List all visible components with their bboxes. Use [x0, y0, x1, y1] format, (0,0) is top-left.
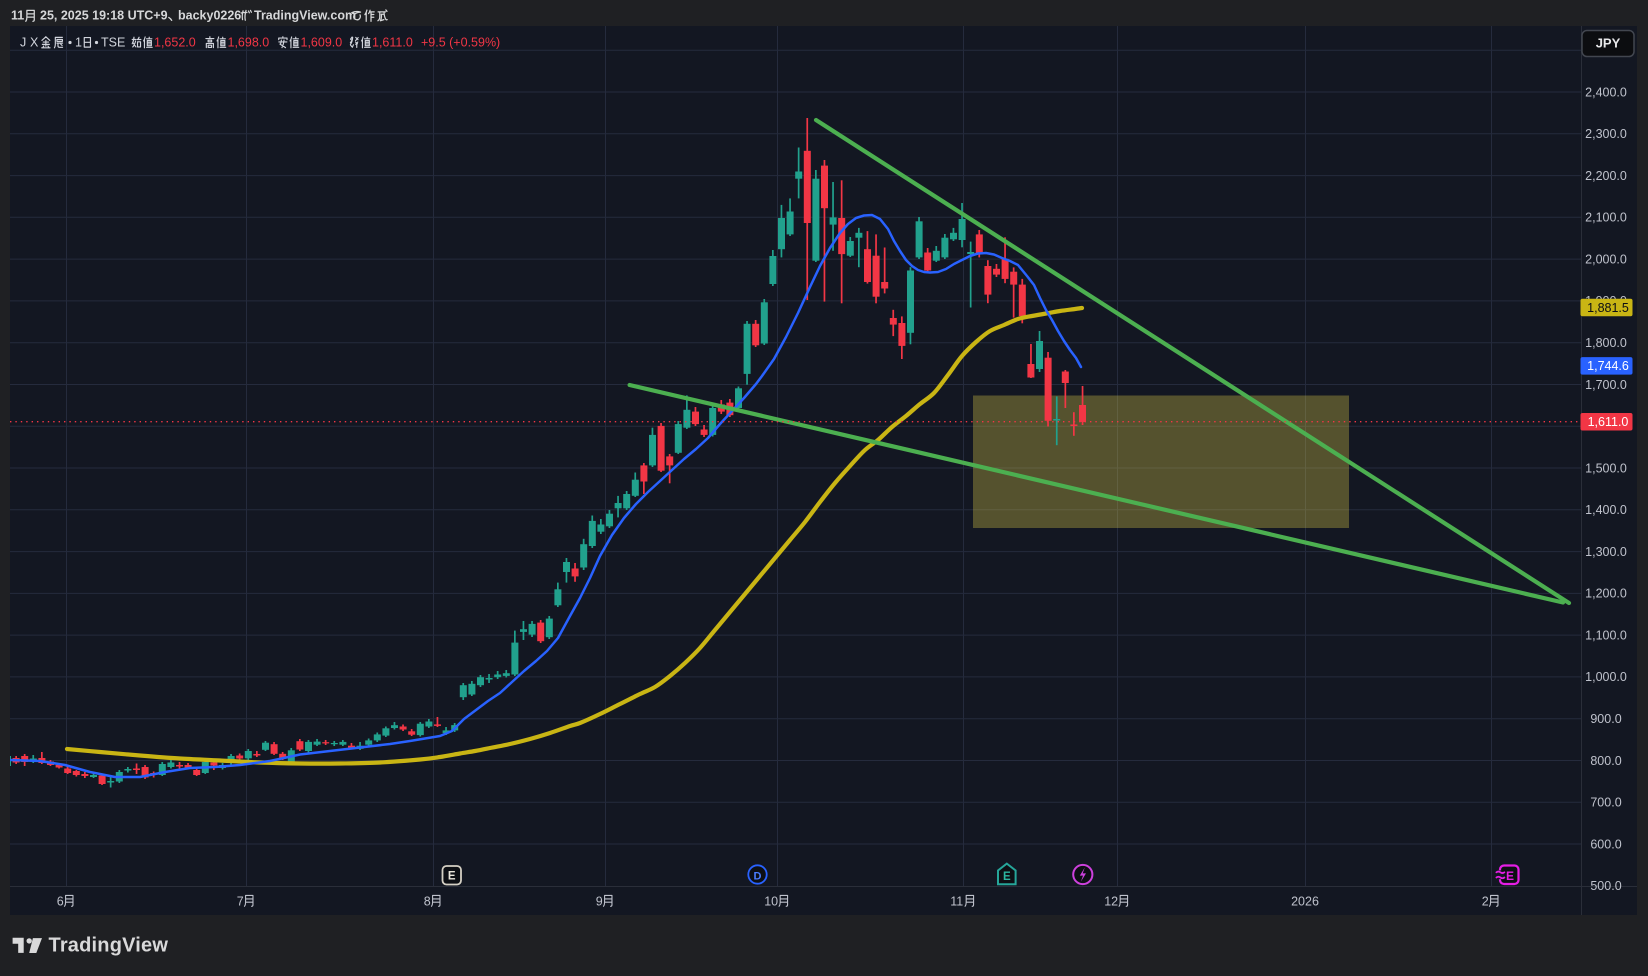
svg-text:800.0: 800.0: [1590, 754, 1621, 768]
svg-text:1,744.6: 1,744.6: [1587, 359, 1629, 373]
svg-text:X: X: [30, 36, 39, 50]
svg-text:E: E: [1003, 871, 1011, 883]
svg-text:12: 12: [1104, 895, 1118, 909]
svg-text:TSE: TSE: [101, 36, 125, 50]
svg-text:1,611.0: 1,611.0: [1588, 415, 1629, 429]
svg-text:1,611.0: 1,611.0: [372, 36, 413, 50]
svg-text:6: 6: [57, 895, 64, 909]
svg-text:2,100.0: 2,100.0: [1585, 211, 1627, 225]
svg-text:2,000.0: 2,000.0: [1585, 252, 1627, 266]
svg-text:TradingView: TradingView: [49, 935, 169, 957]
svg-text:backy0226: backy0226: [178, 9, 241, 23]
svg-text:JPY: JPY: [1596, 36, 1621, 51]
svg-text:2026: 2026: [1291, 895, 1319, 909]
svg-text:11: 11: [950, 895, 963, 909]
svg-text:1,881.5: 1,881.5: [1587, 301, 1629, 315]
svg-text:25, 2025 19:18 UTC+9: 25, 2025 19:18 UTC+9: [40, 9, 168, 23]
svg-text:+9.5 (+0.59%): +9.5 (+0.59%): [421, 36, 500, 50]
svg-text:J: J: [20, 36, 26, 50]
svg-text:2: 2: [1482, 895, 1489, 909]
svg-text:E: E: [1506, 869, 1514, 883]
svg-text:1: 1: [75, 36, 82, 50]
svg-text:10: 10: [764, 895, 778, 909]
svg-text:1,200.0: 1,200.0: [1585, 587, 1627, 601]
svg-text:9: 9: [596, 895, 603, 909]
svg-text:900.0: 900.0: [1590, 712, 1621, 726]
svg-text:1,000.0: 1,000.0: [1585, 670, 1627, 684]
svg-text:1,698.0: 1,698.0: [228, 36, 270, 50]
svg-text:700.0: 700.0: [1590, 796, 1621, 810]
svg-text:2,400.0: 2,400.0: [1585, 85, 1627, 99]
svg-text:1,400.0: 1,400.0: [1585, 503, 1627, 517]
svg-text:E: E: [448, 871, 456, 883]
svg-text:1,500.0: 1,500.0: [1585, 461, 1627, 475]
svg-text:1,300.0: 1,300.0: [1585, 545, 1627, 559]
svg-text:1,609.0: 1,609.0: [301, 36, 343, 50]
svg-text:2,300.0: 2,300.0: [1585, 127, 1627, 141]
svg-text:500.0: 500.0: [1590, 879, 1621, 893]
svg-text:7: 7: [237, 895, 244, 909]
svg-text:TradingView.com: TradingView.com: [254, 9, 356, 23]
svg-text:1,700.0: 1,700.0: [1585, 378, 1627, 392]
svg-text:1,652.0: 1,652.0: [154, 36, 196, 50]
svg-text:D: D: [754, 870, 762, 882]
svg-text:11: 11: [11, 9, 24, 23]
svg-text:8: 8: [424, 895, 431, 909]
svg-text:600.0: 600.0: [1590, 837, 1621, 851]
svg-text:1,800.0: 1,800.0: [1585, 336, 1627, 350]
svg-text:2,200.0: 2,200.0: [1585, 169, 1627, 183]
svg-text:1,100.0: 1,100.0: [1585, 628, 1627, 642]
